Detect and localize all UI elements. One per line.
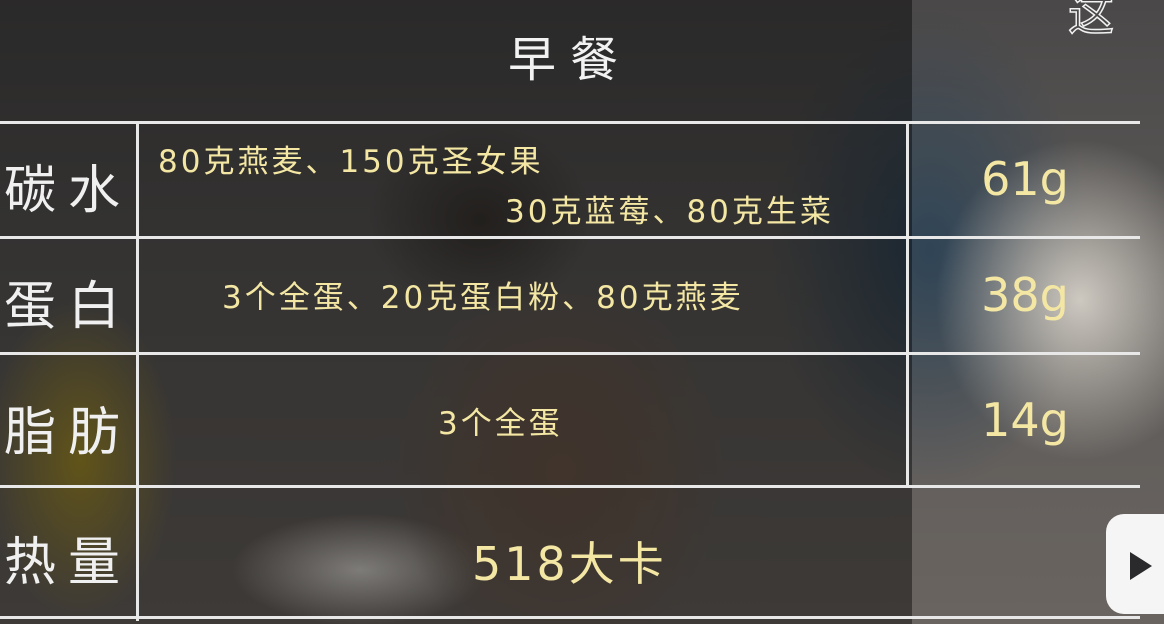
table-border-bottom bbox=[0, 616, 1140, 619]
row-label-carbs: 碳水 bbox=[3, 161, 132, 221]
row-value-protein: 38g bbox=[981, 268, 1069, 322]
row-desc-protein: 3个全蛋、20克蛋白粉、80克燕麦 bbox=[222, 280, 744, 316]
table-border-top bbox=[0, 121, 1140, 124]
table-divider-col-2 bbox=[906, 121, 909, 487]
row-desc-calories: 518大卡 bbox=[472, 537, 667, 591]
table-divider-col-1 bbox=[136, 121, 139, 621]
row-label-fat: 脂肪 bbox=[3, 403, 132, 463]
row-desc-fat: 3个全蛋 bbox=[438, 406, 563, 442]
row-value-carbs: 61g bbox=[981, 152, 1069, 206]
row-desc-carbs-line-2: 30克蓝莓、80克生菜 bbox=[505, 194, 834, 230]
table-overlay bbox=[0, 0, 912, 624]
play-badge-icon[interactable] bbox=[1106, 514, 1164, 614]
row-label-calories: 热量 bbox=[3, 533, 132, 593]
table-divider-row-2 bbox=[0, 352, 1140, 355]
table-divider-row-1 bbox=[0, 236, 1140, 239]
page-title: 早餐 bbox=[507, 32, 632, 88]
row-label-protein: 蛋白 bbox=[3, 277, 132, 337]
table-divider-row-3 bbox=[0, 485, 1140, 488]
row-value-fat: 14g bbox=[981, 393, 1069, 447]
row-desc-carbs-line-1: 80克燕麦、150克圣女果 bbox=[158, 144, 544, 180]
corner-caption-text: 这 bbox=[1067, 0, 1115, 42]
